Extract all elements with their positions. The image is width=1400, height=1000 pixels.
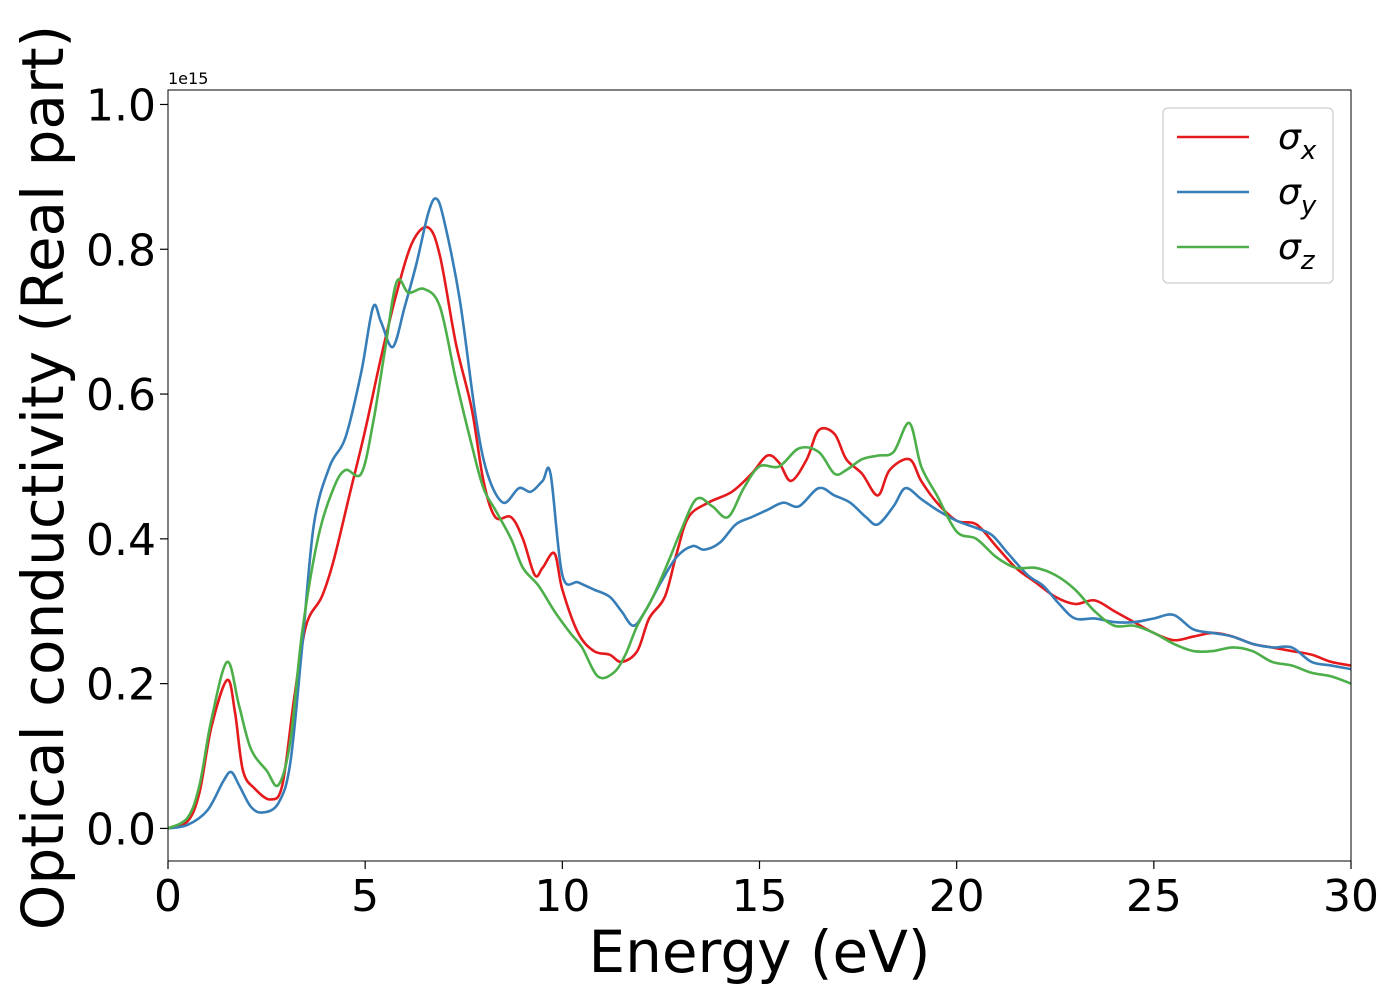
x-tick-label: 0 (154, 871, 182, 922)
y-tick-label: 0.2 (86, 660, 156, 711)
series-line-z (168, 278, 1351, 830)
series-line-y (168, 197, 1351, 830)
y-axis-offset-label: 1e15 (168, 69, 208, 88)
y-tick-label: 0.0 (86, 804, 156, 855)
series-layer (168, 197, 1351, 830)
x-tick-label: 10 (534, 871, 590, 922)
x-tick-label: 20 (929, 871, 985, 922)
y-tick-label: 0.6 (86, 370, 156, 421)
legend: σx σy σz (1162, 107, 1334, 284)
x-tick-label: 5 (351, 871, 379, 922)
x-axis: 0 5 10 15 20 25 30 (154, 861, 1379, 922)
legend-label-x: σx (1278, 117, 1317, 166)
series-line-x (168, 225, 1351, 830)
y-axis-label: Optical conductivity (Real part) (9, 25, 77, 930)
x-tick-label: 25 (1126, 871, 1182, 922)
x-tick-label: 30 (1323, 871, 1379, 922)
x-tick-label: 15 (732, 871, 788, 922)
legend-box (1162, 107, 1334, 284)
y-tick-label: 0.4 (86, 515, 156, 566)
legend-label-y: σy (1278, 172, 1317, 221)
legend-label-z: σz (1278, 227, 1316, 276)
x-axis-label: Energy (eV) (588, 918, 930, 986)
y-tick-label: 0.8 (86, 225, 156, 276)
y-tick-label: 1.0 (86, 80, 156, 131)
y-axis: 0.0 0.2 0.4 0.6 0.8 1.0 (86, 80, 168, 855)
